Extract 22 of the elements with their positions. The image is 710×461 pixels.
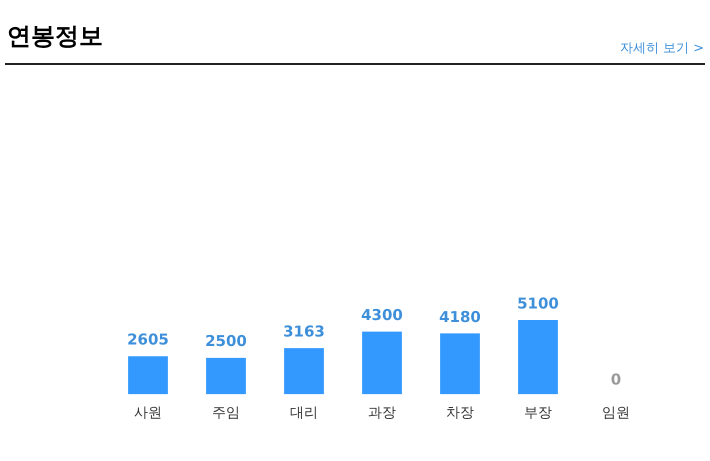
text: 자세히 보기 >	[620, 40, 704, 57]
x-tick-label: 임원	[602, 405, 630, 422]
bar	[284, 348, 324, 394]
bar	[128, 356, 168, 394]
data-label: 5100	[517, 294, 559, 312]
data-label: 4300	[361, 306, 403, 324]
data-label: 2605	[127, 330, 169, 349]
x-tick-label: 주임	[212, 405, 240, 422]
bar	[362, 332, 402, 394]
x-tick-label: 차장	[446, 405, 474, 422]
x-tick-label: 사원	[134, 405, 162, 422]
data-label: 4180	[439, 308, 481, 326]
data-label: 0	[610, 370, 622, 389]
data-label: 2500	[205, 332, 247, 350]
chart-title: 연봉정보	[7, 21, 103, 52]
bar	[518, 320, 558, 394]
x-tick-label: 과장	[368, 405, 396, 422]
x-tick-label: 부장	[524, 405, 552, 422]
bar	[440, 333, 480, 394]
bar	[206, 358, 246, 394]
data-label: 3163	[283, 322, 325, 341]
x-tick-label: 대리	[290, 405, 318, 422]
